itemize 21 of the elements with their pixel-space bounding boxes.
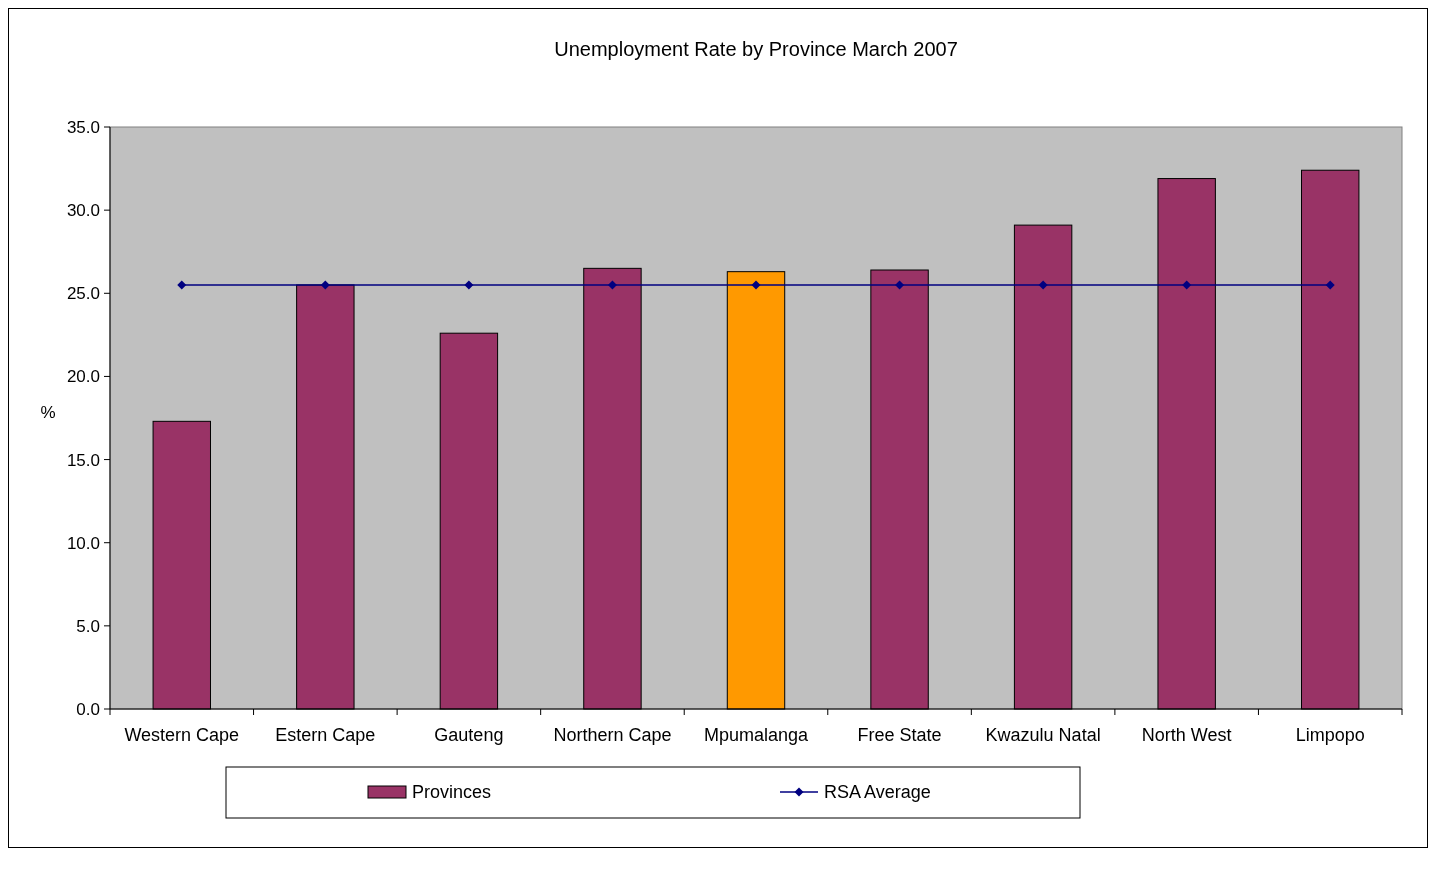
y-tick-label: 0.0 <box>76 699 100 719</box>
chart-title: Unemployment Rate by Province March 2007 <box>554 38 958 60</box>
y-tick-label: 10.0 <box>66 533 100 553</box>
y-tick-label: 15.0 <box>66 450 100 470</box>
x-tick-label: Gauteng <box>434 725 504 745</box>
x-tick-label: North West <box>1141 725 1232 745</box>
x-tick-label: Kwazulu Natal <box>985 725 1101 745</box>
x-tick-label: Limpopo <box>1295 725 1365 745</box>
x-tick-label: Free State <box>857 725 942 745</box>
x-tick-label: Mpumalanga <box>703 725 810 745</box>
y-tick-label: 5.0 <box>76 616 100 636</box>
y-tick-label: 25.0 <box>66 284 100 304</box>
y-tick-label: 35.0 <box>66 117 100 137</box>
x-tick-label: Estern Cape <box>275 725 376 745</box>
x-tick-label: Western Cape <box>124 725 240 745</box>
y-axis-title: % <box>40 403 56 422</box>
y-tick-label: 20.0 <box>66 367 100 387</box>
legend-label: Provinces <box>412 782 492 803</box>
y-tick-label: 30.0 <box>66 201 100 221</box>
x-tick-label: Northern Cape <box>553 725 672 745</box>
legend-label: RSA Average <box>824 782 931 803</box>
